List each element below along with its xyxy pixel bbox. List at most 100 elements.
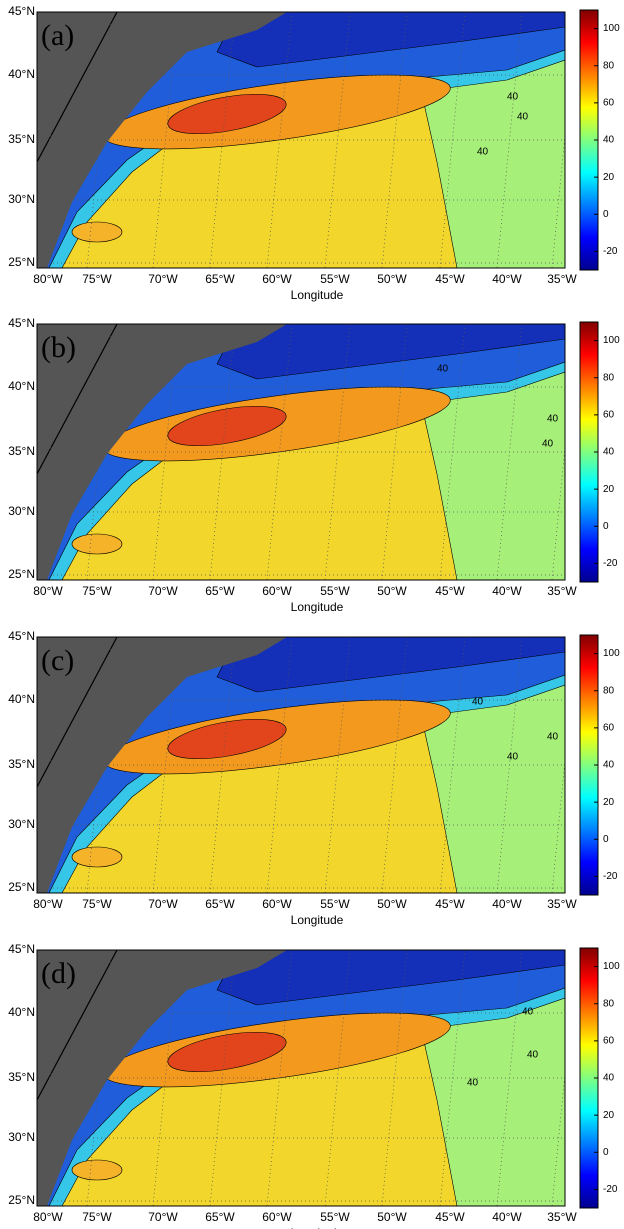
lon-label: 50°W xyxy=(377,272,407,286)
colorbar-tick-label: 80 xyxy=(603,372,615,383)
lon-label: 40°W xyxy=(492,1210,522,1224)
field-red xyxy=(167,1031,287,1073)
contour-label: 40 xyxy=(467,1078,479,1089)
colorbar-tick-label: -20 xyxy=(603,246,618,257)
lat-label: 30°N xyxy=(8,1130,35,1144)
colorbar-tick-label: 40 xyxy=(603,447,615,458)
contour-label: 40 xyxy=(542,439,554,450)
lat-label: 35°N xyxy=(8,444,35,458)
lon-label: 75°W xyxy=(82,584,112,598)
graticule xyxy=(37,950,64,1206)
field-orange-small xyxy=(71,221,123,243)
map-panel: 40 40 40 (b) 45°N 40°N 35°N 30°N 25°N 80°W 75°W 70°… xyxy=(8,316,620,614)
colorbar-tick-label: 80 xyxy=(603,60,615,71)
lon-label: 80°W xyxy=(33,272,63,286)
colorbar-tick-label: 60 xyxy=(603,97,615,108)
graticule xyxy=(86,950,113,1206)
lon-label: 70°W xyxy=(148,584,178,598)
graticule xyxy=(381,12,408,268)
graticule xyxy=(266,324,293,580)
land xyxy=(37,12,287,268)
graticule xyxy=(209,324,236,580)
land xyxy=(37,324,287,580)
graticule xyxy=(209,637,236,893)
plot-frame xyxy=(36,11,566,269)
lon-label: 50°W xyxy=(377,897,407,911)
graticule xyxy=(381,637,408,893)
graticule xyxy=(86,12,113,268)
lon-label: 60°W xyxy=(262,584,292,598)
contour-label: 40 xyxy=(527,1050,539,1061)
graticule xyxy=(86,637,113,893)
colorbar-tick-label: 60 xyxy=(603,409,615,420)
field xyxy=(37,637,565,893)
colorbar-tick-label: 80 xyxy=(603,685,615,696)
lon-label: 65°W xyxy=(205,897,235,911)
field-orange-small xyxy=(71,533,123,555)
lat-label: 35°N xyxy=(8,757,35,771)
colorbar-tick-label: 100 xyxy=(603,23,620,34)
map-plot: 40 40 40 (a) xyxy=(36,11,566,269)
lon-label: 40°W xyxy=(492,272,522,286)
lon-label: 80°W xyxy=(33,584,63,598)
map-panel: 40 40 40 (c) 45°N 40°N 35°N 30°N 25°N 80°W 75°W 70°… xyxy=(8,629,620,927)
lat-label: 40°N xyxy=(8,67,35,81)
border-line xyxy=(37,637,118,788)
graticule xyxy=(37,12,64,268)
contour-label: 40 xyxy=(507,752,519,763)
map-plot: 40 40 40 (b) xyxy=(36,323,566,581)
lon-label: 70°W xyxy=(148,1210,178,1224)
field-red xyxy=(167,718,287,760)
field-darkblue xyxy=(216,950,565,1006)
lat-label: 30°N xyxy=(8,192,35,206)
lon-label: 40°W xyxy=(492,584,522,598)
colorbar-tick-label: 0 xyxy=(603,521,609,532)
field-darkblue xyxy=(216,324,565,380)
graticule xyxy=(266,637,293,893)
colorbar-tick-label: -20 xyxy=(603,1184,618,1195)
colorbar-tick-label: 40 xyxy=(603,1073,615,1084)
colorbar-tick-label: 40 xyxy=(603,135,615,146)
lon-label: 65°W xyxy=(205,272,235,286)
field-orange-small xyxy=(71,1159,123,1181)
panel-label: (b) xyxy=(41,331,76,364)
lon-label: 50°W xyxy=(377,584,407,598)
border-line xyxy=(37,12,118,163)
lon-label: 45°W xyxy=(435,272,465,286)
field-red xyxy=(167,405,287,447)
graticule xyxy=(86,324,113,580)
lon-label: 65°W xyxy=(205,584,235,598)
map-panel: 40 40 40 (d) 45°N 40°N 35°N 30°N 25°N 80°W 75°W 70°… xyxy=(8,942,620,1229)
field-red xyxy=(167,93,287,135)
lat-label: 25°N xyxy=(8,567,35,581)
lon-label: 60°W xyxy=(262,897,292,911)
lat-label: 45°N xyxy=(8,942,35,956)
lat-label: 45°N xyxy=(8,629,35,643)
field-darkblue xyxy=(216,637,565,693)
plot-frame xyxy=(36,636,566,894)
lon-label: 60°W xyxy=(262,272,292,286)
lat-label: 35°N xyxy=(8,132,35,146)
lon-label: 35°W xyxy=(547,1210,577,1224)
colorbar-tick-label: 0 xyxy=(603,1147,609,1158)
lon-label: 35°W xyxy=(547,272,577,286)
field xyxy=(37,324,565,580)
colorbar-tick-label: 20 xyxy=(603,797,615,808)
graticule xyxy=(266,950,293,1206)
panel-label: (d) xyxy=(41,957,76,990)
graticule xyxy=(439,637,466,893)
x-axis-label: Longitude xyxy=(291,1226,344,1229)
lon-label: 45°W xyxy=(435,584,465,598)
field-darkblue xyxy=(216,12,565,68)
lat-label: 40°N xyxy=(8,1005,35,1019)
lon-label: 55°W xyxy=(320,897,350,911)
lon-label: 65°W xyxy=(205,1210,235,1224)
colorbar-tick-label: -20 xyxy=(603,871,618,882)
contour-label: 40 xyxy=(507,92,519,103)
graticule xyxy=(439,950,466,1206)
field xyxy=(37,950,565,1206)
colorbar-tick-label: 60 xyxy=(603,722,615,733)
lon-label: 80°W xyxy=(33,897,63,911)
colorbar-tick-label: 0 xyxy=(603,209,609,220)
contour-label: 40 xyxy=(517,112,529,123)
